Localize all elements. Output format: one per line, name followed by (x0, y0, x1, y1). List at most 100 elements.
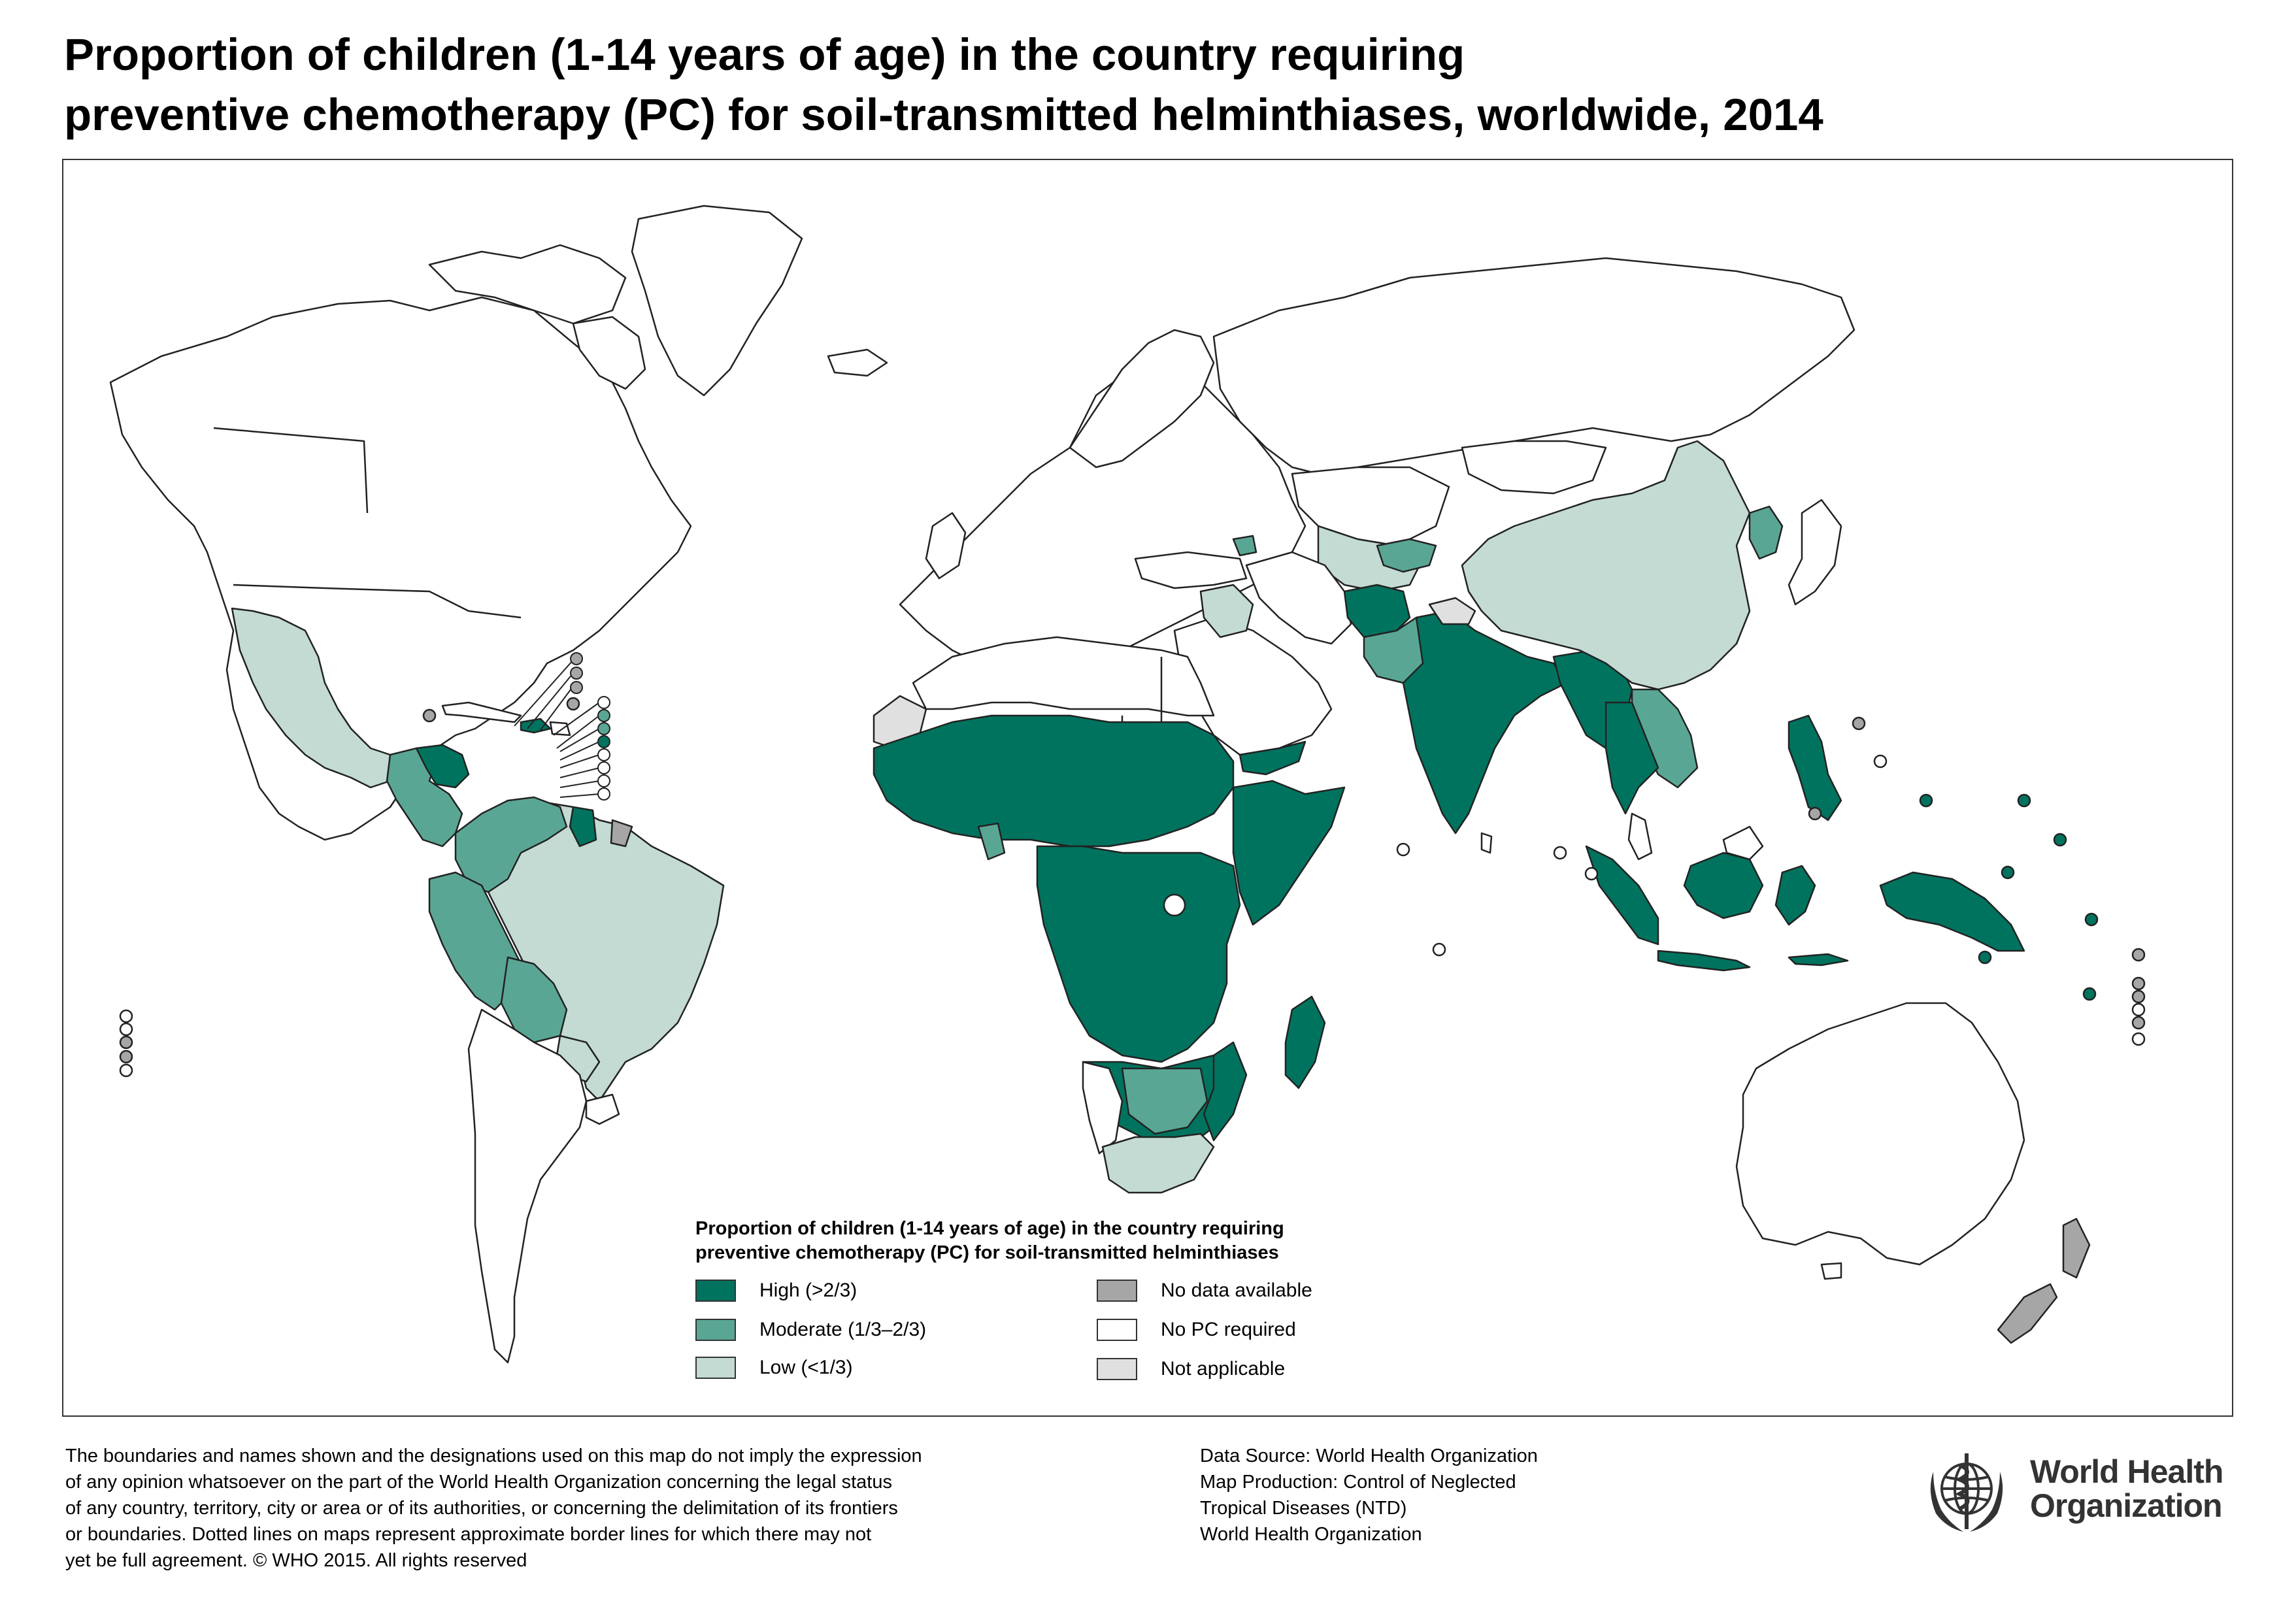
region-haiti (520, 718, 552, 734)
region-new-guinea (1879, 871, 2025, 952)
data-source: Data Source: World Health Organization M… (1200, 1443, 1657, 1547)
region-australia (1735, 1002, 2025, 1266)
region-uruguay (585, 1093, 620, 1125)
pacific-island-markers (1396, 716, 2146, 1046)
source-line-1: Data Source: World Health Organization (1200, 1446, 1538, 1466)
world-map (109, 205, 2146, 1364)
region-timor (1788, 953, 1849, 967)
who-logo-line-2: Organization (2030, 1487, 2223, 1524)
legend-swatch-moderate (695, 1319, 736, 1341)
region-egypt-sudan-border (1121, 657, 1163, 722)
legend-swatch-not-applicable (1097, 1358, 1137, 1380)
region-north-korea (1748, 505, 1784, 560)
disclaimer: The boundaries and names shown and the d… (65, 1443, 1098, 1574)
disclaimer-line-3: of any country, territory, city or area … (65, 1498, 898, 1519)
world-map-frame (62, 159, 2233, 1417)
title-line-2: preventive chemotherapy (PC) for soil-tr… (64, 90, 1823, 140)
island-marker-1 (422, 708, 437, 723)
region-iraq-syria (1199, 584, 1254, 638)
map-legend: Proportion of children (1-14 years of ag… (695, 1217, 1414, 1397)
region-kashmir-disputed (1428, 597, 1476, 625)
legend-title: Proportion of children (1-14 years of ag… (695, 1217, 1414, 1265)
region-madagascar (1284, 995, 1326, 1089)
region-india (1402, 610, 1568, 835)
region-alaska-border (213, 427, 369, 514)
region-kyrgyz-tajik (1376, 538, 1437, 573)
source-line-4: World Health Organization (1200, 1524, 1422, 1545)
legend-label-moderate: Moderate (1/3–2/3) (759, 1319, 927, 1340)
region-japan (1788, 499, 1842, 606)
legend-item-no-pc: No PC required (1097, 1319, 1296, 1341)
source-line-2: Map Production: Control of Neglected (1200, 1472, 1516, 1493)
region-brazil (480, 799, 725, 1102)
disclaimer-line-2: of any opinion whatsoever on the part of… (65, 1472, 892, 1493)
region-new-zealand-south (1997, 1283, 2058, 1344)
region-uk (925, 512, 967, 580)
legend-item-not-applicable: Not applicable (1097, 1358, 1285, 1380)
legend-swatch-low (695, 1357, 736, 1379)
region-afghanistan (1343, 584, 1411, 638)
region-tasmania (1820, 1262, 1842, 1280)
region-greenland (631, 205, 803, 397)
caribbean-callout-markers (514, 652, 610, 801)
region-borneo-north (1722, 825, 1764, 861)
who-logo-text: World Health Organization (2030, 1455, 2223, 1523)
region-sumatra (1585, 845, 1659, 946)
region-yemen (1239, 740, 1306, 776)
region-mozambique (1203, 1041, 1248, 1142)
region-new-zealand-north (2062, 1217, 2091, 1279)
legend-item-no-data: No data available (1097, 1280, 1312, 1302)
region-north-africa (912, 636, 1215, 717)
legend-label-low: Low (<1/3) (759, 1357, 853, 1378)
region-canada-usa-border (233, 584, 522, 619)
region-central-africa (1036, 845, 1241, 1063)
disclaimer-line-5: yet be full agreement. © WHO 2015. All r… (65, 1550, 527, 1571)
region-turkey (1134, 551, 1248, 589)
legend-item-high: High (>2/3) (695, 1280, 857, 1302)
who-logo: World Health Organization (1920, 1446, 2240, 1537)
region-borneo (1683, 851, 1764, 919)
region-chile-argentina (467, 1008, 588, 1364)
legend-title-line-2: preventive chemotherapy (PC) for soil-tr… (695, 1242, 1279, 1263)
region-china (1461, 440, 1751, 691)
disclaimer-line-4: or boundaries. Dotted lines on maps repr… (65, 1524, 872, 1545)
region-scandinavia (1069, 329, 1215, 469)
legend-title-line-1: Proportion of children (1-14 years of ag… (695, 1218, 1284, 1239)
region-botswana-zimbabwe (1121, 1067, 1208, 1135)
region-iran (1245, 551, 1352, 645)
region-iceland (827, 348, 888, 377)
region-cuba (441, 701, 522, 723)
legend-items: High (>2/3) Moderate (1/3–2/3) Low (<1/3… (695, 1280, 1414, 1397)
atlantic-island-markers (119, 1009, 133, 1078)
region-honduras-nicaragua (415, 744, 470, 789)
region-azerbaijan (1232, 535, 1257, 557)
region-baffin (572, 316, 646, 390)
region-canadian-arctic (428, 244, 627, 325)
who-emblem-icon (1930, 1453, 2003, 1532)
region-sulawesi (1774, 865, 1816, 926)
disclaimer-line-1: The boundaries and names shown and the d… (65, 1446, 922, 1466)
island-marker-2 (566, 697, 580, 711)
region-mongolia (1461, 440, 1607, 495)
region-thailand (1605, 701, 1659, 815)
region-dominican (549, 721, 571, 736)
region-kazakhstan (1291, 466, 1450, 547)
page-title: Proportion of children (1-14 years of ag… (64, 25, 1823, 145)
region-french-guiana (610, 819, 633, 848)
region-malaysia-peninsula (1627, 812, 1653, 861)
legend-swatch-no-pc (1097, 1319, 1137, 1341)
legend-item-low: Low (<1/3) (695, 1357, 853, 1379)
region-south-africa (1101, 1132, 1215, 1194)
legend-swatch-no-data (1097, 1280, 1137, 1302)
title-line-1: Proportion of children (1-14 years of ag… (64, 29, 1465, 80)
lake-victoria (1163, 893, 1186, 917)
region-sri-lanka (1480, 832, 1493, 854)
region-philippines (1788, 714, 1842, 821)
legend-label-no-data: No data available (1161, 1280, 1312, 1301)
legend-label-high: High (>2/3) (759, 1280, 857, 1301)
legend-label-not-applicable: Not applicable (1161, 1358, 1286, 1380)
region-java (1657, 950, 1751, 972)
region-ghana-togo (977, 822, 1006, 861)
legend-label-no-pc: No PC required (1161, 1319, 1296, 1340)
legend-swatch-high (695, 1280, 736, 1302)
